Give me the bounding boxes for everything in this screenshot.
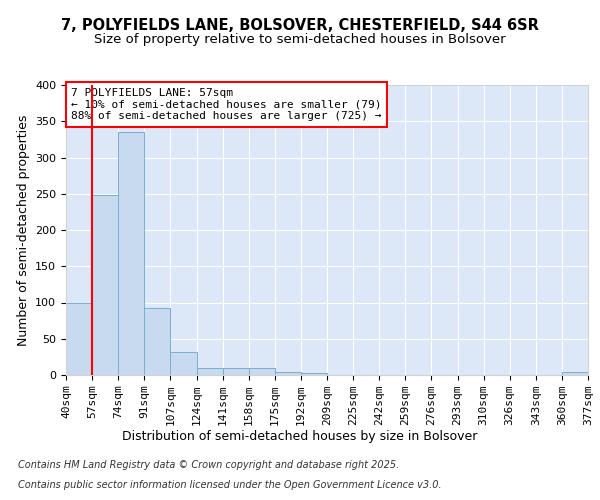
- Bar: [118, 132, 145, 375]
- Bar: [562, 372, 588, 375]
- Bar: [66, 302, 92, 375]
- Bar: [249, 368, 275, 375]
- Bar: [92, 195, 118, 375]
- Bar: [223, 368, 249, 375]
- Bar: [170, 352, 197, 375]
- Y-axis label: Number of semi-detached properties: Number of semi-detached properties: [17, 114, 29, 346]
- Text: 7 POLYFIELDS LANE: 57sqm
← 10% of semi-detached houses are smaller (79)
88% of s: 7 POLYFIELDS LANE: 57sqm ← 10% of semi-d…: [71, 88, 382, 121]
- Text: Distribution of semi-detached houses by size in Bolsover: Distribution of semi-detached houses by …: [122, 430, 478, 443]
- Bar: [145, 308, 170, 375]
- Bar: [301, 373, 327, 375]
- Text: 7, POLYFIELDS LANE, BOLSOVER, CHESTERFIELD, S44 6SR: 7, POLYFIELDS LANE, BOLSOVER, CHESTERFIE…: [61, 18, 539, 32]
- Bar: [275, 372, 301, 375]
- Text: Contains public sector information licensed under the Open Government Licence v3: Contains public sector information licen…: [18, 480, 442, 490]
- Bar: [197, 368, 223, 375]
- Text: Size of property relative to semi-detached houses in Bolsover: Size of property relative to semi-detach…: [94, 32, 506, 46]
- Text: Contains HM Land Registry data © Crown copyright and database right 2025.: Contains HM Land Registry data © Crown c…: [18, 460, 399, 470]
